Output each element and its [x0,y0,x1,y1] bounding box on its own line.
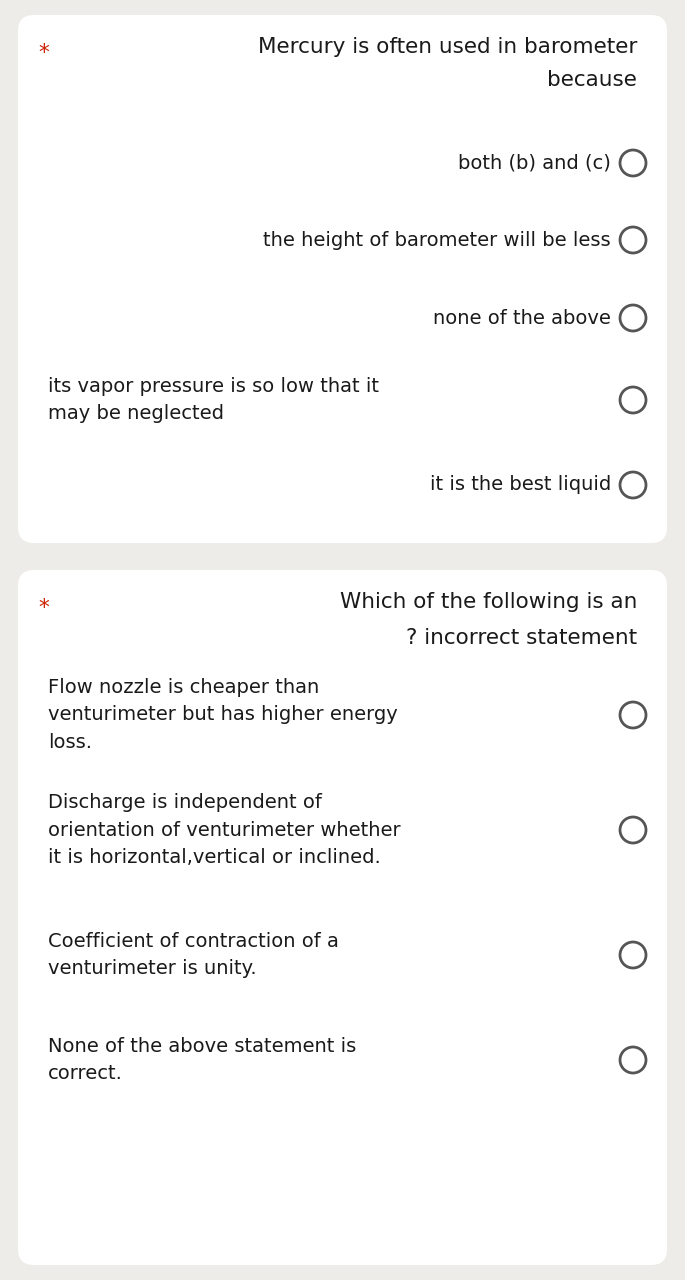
Text: Flow nozzle is cheaper than
venturimeter but has higher energy
loss.: Flow nozzle is cheaper than venturimeter… [48,678,398,751]
Text: none of the above: none of the above [433,308,611,328]
Text: Mercury is often used in barometer: Mercury is often used in barometer [258,37,637,58]
Text: Discharge is independent of
orientation of venturimeter whether
it is horizontal: Discharge is independent of orientation … [48,794,401,867]
Text: Coefficient of contraction of a
venturimeter is unity.: Coefficient of contraction of a venturim… [48,932,339,978]
Text: because: because [547,70,637,90]
Text: its vapor pressure is so low that it
may be neglected: its vapor pressure is so low that it may… [48,376,379,424]
Text: ? incorrect statement: ? incorrect statement [406,628,637,648]
Text: the height of barometer will be less: the height of barometer will be less [263,230,611,250]
Text: Which of the following is an: Which of the following is an [340,591,637,612]
Text: *: * [38,44,49,63]
Text: None of the above statement is
correct.: None of the above statement is correct. [48,1037,356,1083]
Text: *: * [38,598,49,618]
Text: it is the best liquid: it is the best liquid [429,475,611,494]
FancyBboxPatch shape [18,15,667,543]
Text: both (b) and (c): both (b) and (c) [458,154,611,173]
FancyBboxPatch shape [18,570,667,1265]
